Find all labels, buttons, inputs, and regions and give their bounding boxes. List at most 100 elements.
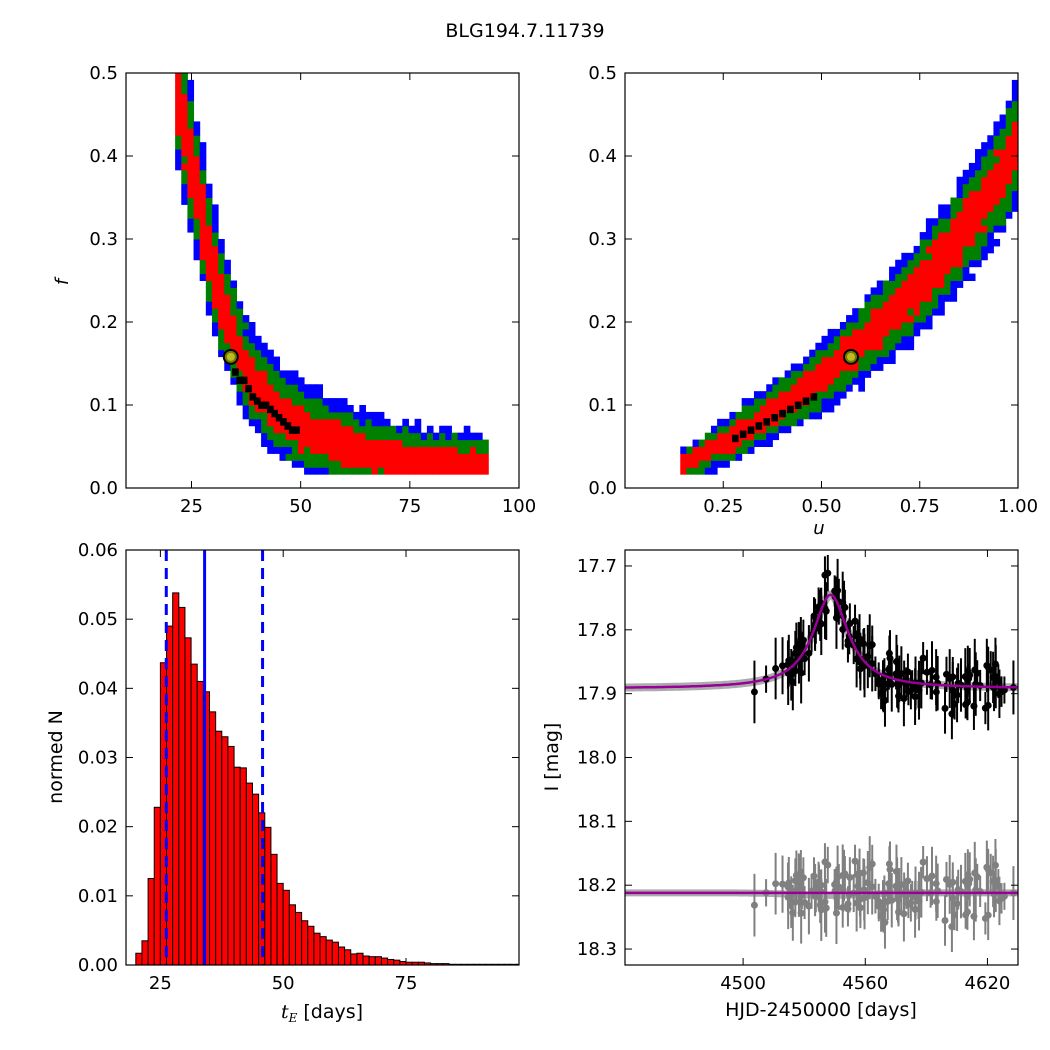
- residual-point: [900, 910, 908, 918]
- density-cell: [433, 453, 440, 461]
- density-cell: [402, 453, 409, 461]
- density-cell: [310, 446, 317, 454]
- density-cell: [1005, 135, 1013, 143]
- density-cell: [839, 342, 847, 351]
- density-cell: [895, 287, 902, 295]
- density-cell: [316, 411, 323, 420]
- residual-point: [971, 869, 979, 877]
- density-cell: [261, 356, 268, 364]
- data-point: [961, 673, 969, 681]
- density-cell: [968, 197, 976, 205]
- data-point: [971, 666, 979, 674]
- density-cell: [261, 411, 268, 420]
- density-cell: [1011, 169, 1019, 178]
- density-cell: [267, 391, 274, 399]
- density-cell: [735, 425, 743, 434]
- density-cell: [925, 245, 933, 254]
- residual-point: [750, 901, 758, 909]
- density-cell: [766, 398, 773, 406]
- density-cell: [889, 294, 896, 302]
- density-cell: [347, 453, 354, 461]
- density-cell: [316, 460, 323, 468]
- density-cell: [254, 342, 262, 351]
- y-tick-label: 0.5: [89, 63, 118, 84]
- density-cell: [760, 425, 767, 434]
- density-cell: [304, 453, 311, 461]
- density-cell: [907, 259, 915, 268]
- x-tick-label: 4560: [842, 973, 888, 994]
- density-cell: [821, 405, 829, 413]
- density-cell: [704, 460, 712, 468]
- density-cell: [199, 149, 207, 157]
- density-cell: [175, 73, 182, 81]
- density-cell: [218, 245, 225, 254]
- density-cell: [457, 467, 465, 475]
- histogram-bar: [153, 806, 161, 966]
- density-cell: [895, 315, 902, 323]
- density-cell: [962, 176, 970, 185]
- x-tick-label: 0.75: [900, 496, 940, 517]
- density-cell: [451, 432, 459, 441]
- density-cell: [439, 439, 446, 447]
- residual-point: [991, 861, 999, 869]
- density-cell: [975, 190, 982, 198]
- density-cell: [772, 405, 780, 413]
- density-cell: [211, 232, 219, 240]
- peak-cell: [275, 413, 283, 422]
- density-cell: [181, 79, 188, 88]
- residual-point: [816, 901, 824, 909]
- density-cell: [457, 453, 465, 461]
- density-cell: [919, 273, 927, 281]
- density-cell: [433, 446, 440, 454]
- y-tick-label: 0.1: [89, 395, 118, 416]
- density-cell: [310, 467, 317, 475]
- density-cell: [193, 190, 201, 198]
- data-point: [784, 661, 792, 669]
- density-cell: [790, 370, 798, 378]
- density-cell: [211, 308, 219, 316]
- density-cell: [796, 363, 804, 371]
- density-cell: [846, 363, 853, 371]
- density-cell: [981, 232, 988, 240]
- density-cell: [310, 453, 317, 461]
- density-cell: [187, 190, 195, 198]
- data-point: [984, 701, 992, 709]
- density-cell: [864, 342, 872, 351]
- density-cell: [181, 197, 188, 205]
- density-cell: [334, 418, 342, 427]
- density-cell: [439, 467, 446, 475]
- density-cell: [987, 135, 994, 143]
- density-cell: [876, 280, 884, 288]
- histogram-bar: [172, 592, 180, 966]
- histogram-bar: [350, 953, 358, 966]
- density-cell: [778, 405, 786, 413]
- density-cell: [876, 301, 884, 309]
- density-cell: [925, 252, 933, 261]
- x-tick-label: 4500: [720, 973, 766, 994]
- density-cell: [224, 259, 231, 268]
- density-cell: [181, 121, 188, 129]
- density-cell: [426, 439, 434, 447]
- histogram-bar: [227, 745, 235, 966]
- y-tick-label: 0.2: [89, 312, 118, 333]
- density-cell: [236, 349, 244, 358]
- density-cell: [889, 342, 896, 351]
- density-cell: [803, 363, 810, 371]
- density-cell: [242, 405, 250, 413]
- y-tick-label: 0.03: [78, 748, 118, 769]
- density-cell: [1005, 176, 1013, 185]
- density-cell: [839, 356, 847, 364]
- residual-point: [919, 858, 927, 866]
- density-cell: [753, 398, 761, 406]
- density-cell: [451, 460, 459, 468]
- density-cell: [340, 398, 348, 406]
- density-cell: [956, 266, 964, 275]
- density-cell: [729, 425, 737, 434]
- density-cell: [187, 225, 195, 233]
- peak-cell: [253, 397, 261, 405]
- residual-point: [868, 883, 876, 891]
- density-cell: [371, 425, 379, 434]
- density-cell: [944, 211, 951, 219]
- density-cell: [396, 446, 403, 454]
- peak-cell: [280, 418, 287, 426]
